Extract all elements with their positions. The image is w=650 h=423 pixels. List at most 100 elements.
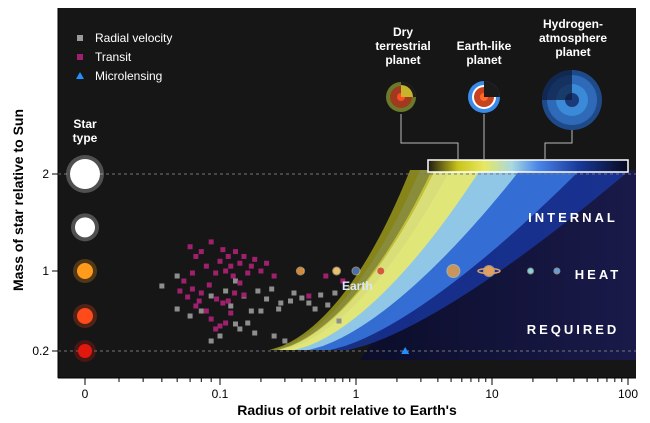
y-tick-label: 1 [42, 264, 49, 278]
transit-point [213, 326, 219, 332]
transit-point [232, 249, 238, 255]
radial-velocity-point [288, 298, 294, 304]
hydrogen-atmosphere-planet-icon [542, 70, 602, 130]
transit-point [271, 273, 277, 279]
radial-velocity-point [255, 288, 261, 294]
solar-planet [296, 267, 304, 275]
transit-point [206, 282, 212, 288]
transit-point [225, 253, 231, 259]
planet-type-dry-line3: planet [385, 53, 420, 67]
radial-velocity-point [312, 306, 318, 312]
y-tick-label: 2 [42, 167, 49, 181]
transit-point [181, 278, 187, 284]
radial-velocity-point [318, 292, 324, 298]
transit-point [193, 303, 199, 309]
legend-marker-radial-velocity [77, 35, 83, 41]
transit-point [225, 298, 231, 304]
star-type-marker [75, 217, 95, 238]
transit-point [237, 260, 243, 266]
transit-point [323, 273, 329, 279]
radial-velocity-point [223, 288, 229, 294]
x-tick-label: 100 [618, 387, 638, 401]
radial-velocity-point [237, 326, 243, 332]
transit-point [185, 294, 191, 300]
y-tick-label: 0.2 [32, 344, 49, 358]
transit-point [232, 290, 238, 296]
legend-label-transit: Transit [95, 50, 132, 64]
microlensing-point [401, 347, 410, 354]
radial-velocity-point [174, 306, 180, 312]
star-type-label-line: type [73, 131, 98, 145]
star-type-marker [77, 308, 93, 324]
legend-marker-microlensing [76, 72, 84, 79]
radial-velocity-point [276, 306, 282, 312]
radial-velocity-point [248, 308, 254, 314]
legend: Radial velocity Transit Microlensing [76, 31, 172, 83]
radial-velocity-point [269, 286, 275, 292]
planet-type-earthlike-line1: Earth-like [457, 39, 512, 53]
region-label-required: REQUIRED [527, 322, 620, 337]
radial-velocity-point [198, 308, 204, 314]
transit-point [237, 280, 243, 286]
transit-point [220, 300, 226, 306]
legend-label-radial-velocity: Radial velocity [95, 31, 172, 45]
transit-point [198, 290, 204, 296]
planet-type-headers: Dry terrestrial planet Earth-like planet… [375, 17, 607, 67]
region-label-heat: HEAT [575, 267, 621, 282]
solar-system-planets [295, 264, 561, 278]
transit-point [198, 249, 204, 255]
transit-point [208, 239, 214, 245]
transit-point [228, 310, 234, 316]
star-type-marker [70, 159, 100, 189]
x-tick-label: 0.1 [212, 387, 229, 401]
transit-point [245, 270, 251, 276]
radial-velocity-point [336, 318, 342, 324]
radial-velocity-point [299, 295, 305, 301]
transit-point [220, 247, 226, 253]
radial-velocity-point [208, 293, 214, 299]
solar-planet [528, 268, 534, 274]
transit-point [177, 288, 183, 294]
x-axis-ticks: 0 0.1 1 10 100 [82, 378, 638, 401]
radial-velocity-point [325, 302, 331, 308]
saturn-rings [477, 267, 501, 275]
radial-velocity-point [159, 283, 165, 289]
transit-point [189, 270, 195, 276]
star-type-marker [77, 263, 93, 279]
planet-type-connectors [400, 114, 573, 160]
transit-point [217, 323, 223, 329]
planet-type-hydrogen-line3: planet [555, 45, 590, 59]
hz-inner-zone [277, 170, 480, 350]
connector-hydrogen [544, 130, 573, 160]
star-type-label: Star type [73, 117, 98, 145]
radial-velocity-point [232, 278, 238, 284]
radial-velocity-point [187, 313, 193, 319]
transit-point [223, 268, 229, 274]
earth-label: Earth [342, 279, 373, 293]
radial-velocity-point [291, 290, 297, 296]
radial-velocity-point [332, 290, 338, 296]
star-type-label-line: Star [73, 117, 97, 131]
legend-label-microlensing: Microlensing [95, 69, 162, 83]
radial-velocity-point [217, 333, 223, 339]
transit-point [241, 253, 247, 259]
transit-point [193, 253, 199, 259]
radial-velocity-point [252, 330, 258, 336]
transit-point [258, 268, 264, 274]
planet-type-colorbar [427, 159, 629, 173]
planet-type-dry-line1: Dry [393, 25, 413, 39]
radial-velocity-point [271, 333, 277, 339]
x-tick-label: 1 [353, 387, 360, 401]
solar-planet [352, 267, 360, 275]
planet-type-earthlike-line2: planet [466, 53, 501, 67]
transit-point [228, 263, 234, 269]
transit-point [208, 316, 214, 322]
solar-planet [483, 266, 494, 276]
solar-planet [333, 267, 341, 275]
radial-velocity-point [208, 338, 214, 344]
hz-edge-zone [269, 170, 435, 350]
dry-terrestrial-planet-icon [386, 82, 416, 112]
x-tick-label: 10 [485, 387, 499, 401]
x-axis-title: Radius of orbit relative to Earth's [237, 402, 457, 418]
